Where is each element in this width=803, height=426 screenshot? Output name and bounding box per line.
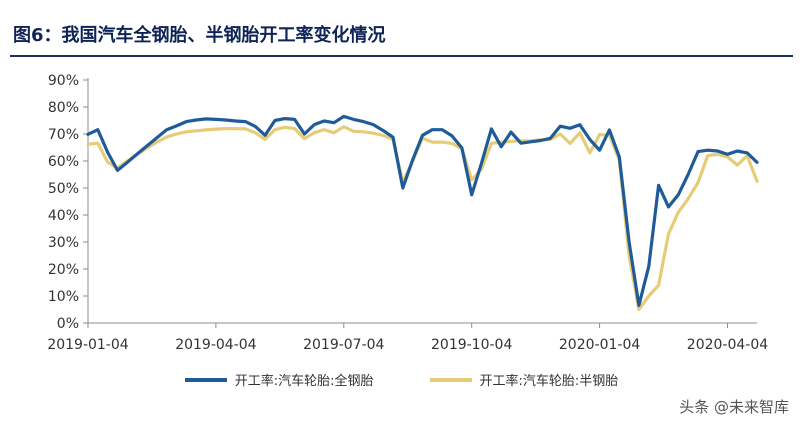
watermark: 头条 @未来智库 [679,398,789,416]
legend-item-semi-steel: 开工率:汽车轮胎:半钢胎 [429,370,619,389]
legend-swatch-full-steel [184,377,227,382]
series-line-full-steel [86,114,759,307]
y-tick-label: 90% [48,73,79,89]
y-tick-label: 10% [48,289,79,305]
y-tick-label: 50% [48,181,79,197]
y-tick-label: 70% [48,127,79,143]
legend-swatch-semi-steel [429,377,472,382]
figure-title: 图6：我国汽车全钢胎、半钢胎开工率变化情况 [13,25,386,46]
chart-legend: 开工率:汽车轮胎:全钢胎 开工率:汽车轮胎:半钢胎 [0,370,803,389]
legend-label-semi-steel: 开工率:汽车轮胎:半钢胎 [479,374,619,389]
x-tick-label: 2019-10-04 [431,337,512,353]
chart-series-layer [86,114,759,312]
chart-axes: 0% 10% 20% 30% 40% 50% 60% 70% 80% 90% 2019-01-04 2… [47,73,768,353]
x-tick-label: 2020-01-04 [559,337,640,353]
y-tick-label: 20% [48,262,79,278]
y-tick-label: 30% [48,235,79,251]
x-tick-label: 2020-04-04 [687,337,768,353]
x-tick-label: 2019-07-04 [303,337,384,353]
x-tick-label: 2019-01-04 [47,337,128,353]
y-tick-label: 40% [48,208,79,224]
y-tick-label: 60% [48,154,79,170]
legend-label-full-steel: 开工率:汽车轮胎:全钢胎 [234,374,374,389]
legend-item-full-steel: 开工率:汽车轮胎:全钢胎 [184,370,374,389]
y-tick-label: 0% [57,316,79,332]
title-divider [10,55,793,57]
x-tick-label: 2019-04-04 [175,337,256,353]
y-tick-label: 80% [48,100,79,116]
series-line-semi-steel [86,125,759,312]
